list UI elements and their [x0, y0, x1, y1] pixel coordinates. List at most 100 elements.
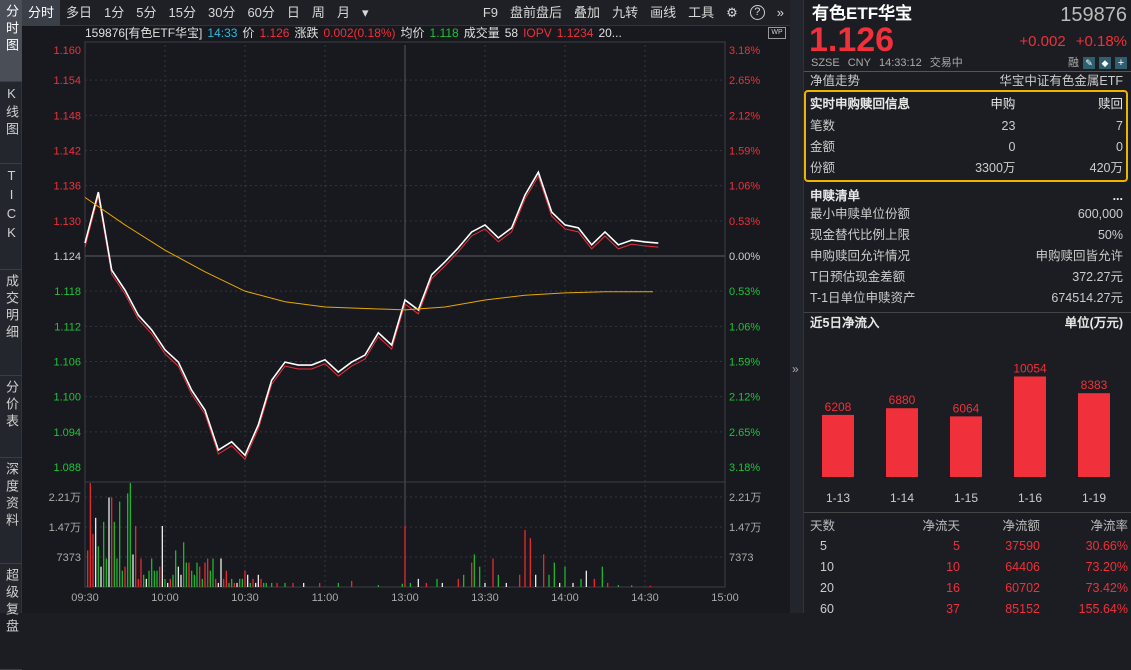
realtime-row: 份额 3300万 420万 [810, 161, 1123, 176]
vol-tick: 1.47万 [49, 522, 81, 534]
flow-row: 5 5 37590 30.66% [810, 535, 1128, 556]
price-value: 1.126 [259, 26, 290, 40]
flow-cell: 10 [820, 559, 834, 574]
chart-toolbar: 分时 多日 1分 5分 15分 30分 60分日周月 ▾ F9 盘前盘后 叠加 九转 画线 工具 ⚙ … [22, 0, 790, 26]
sidebar-tab-2[interactable]: TICK [0, 164, 22, 270]
status-line: SZSE CNY 14:33:12 交易中 [811, 57, 963, 69]
col-redeem: 赎回 [1097, 97, 1123, 111]
edit-icon[interactable]: ✎ [1083, 57, 1095, 69]
vol-tick-right: 1.47万 [729, 522, 761, 534]
period-tab-0[interactable]: 分时 [22, 0, 61, 26]
iopv-value: 1.1234 [556, 26, 594, 40]
tool-button-0[interactable]: F9 [482, 4, 499, 20]
period-tab-7[interactable]: 日 [286, 4, 300, 20]
volume-label: 成交量 [463, 26, 500, 40]
inflow-header: 近5日净流入 单位(万元) [810, 316, 1123, 331]
pct-tick: 3.18% [729, 45, 760, 57]
sidebar-tab-3[interactable]: 成交明细 [0, 270, 22, 376]
bell-icon[interactable]: ◆ [1099, 57, 1111, 69]
collapse-chevron-icon[interactable]: » [792, 362, 799, 376]
period-tab-4[interactable]: 15分 [168, 4, 196, 20]
price-tick: 1.094 [53, 427, 81, 439]
sidebar-tab-0[interactable]: 分时图 [0, 0, 22, 82]
tool-button-1[interactable]: 盘前盘后 [510, 4, 563, 20]
intraday-chart[interactable]: 1.160 3.18% 1.154 2.65% 1.148 2.12% 1.142 1.59%… [22, 26, 790, 613]
pct-tick: 1.59% [729, 146, 760, 158]
pct-tick: 0.53% [729, 286, 760, 298]
price-line [84, 170, 659, 457]
price-tick: 1.100 [53, 392, 81, 404]
inflow-bar-chart: 6208 1-13 6880 1-14 6064 1-15 10054 1-16 8383 1-1… [822, 361, 1110, 505]
tool-button-3[interactable]: 九转 [612, 4, 639, 20]
nav-label: 净值走势 [810, 74, 861, 88]
sidebar-tab-label: K线图 [4, 86, 19, 139]
tool-buttons: F9 盘前盘后 叠加 九转 画线 工具 [477, 0, 720, 26]
flow-cell: 155.64% [1078, 601, 1128, 616]
wp-icon[interactable]: WP [768, 27, 786, 39]
row-label: 金额 [810, 140, 836, 154]
divider [804, 71, 1131, 72]
sidebar-tab-1[interactable]: K线图 [0, 82, 22, 164]
redeem-value: 7 [1116, 119, 1123, 133]
nav-row[interactable]: 净值走势 华宝中证有色金属ETF [810, 74, 1123, 89]
flow-cell: 5 [953, 538, 960, 553]
pct-tick: 1.06% [729, 321, 760, 333]
subscribe-value: 23 [1001, 119, 1016, 133]
realtime-title: 实时申购赎回信息 [810, 97, 911, 111]
inflow-value: 6064 [953, 401, 980, 415]
row-label: 笔数 [810, 119, 836, 133]
flow-cell: 60 [820, 601, 834, 616]
time-label: 14:30 [631, 592, 659, 604]
change-percent: +0.18% [1075, 33, 1127, 50]
expand-icon[interactable]: » [776, 4, 784, 20]
pct-tick: 0.53% [729, 216, 760, 228]
pct-tick: 2.65% [729, 427, 760, 439]
flow-cell: 64406 [1005, 559, 1040, 574]
change-value: 0.002(0.18%) [323, 26, 396, 40]
price-tick: 1.088 [53, 462, 81, 474]
period-tab-6[interactable]: 60分 [247, 4, 275, 20]
tool-button-5[interactable]: 工具 [688, 4, 715, 20]
sidebar-tab-6[interactable]: 超级复盘 [0, 564, 22, 670]
inflow-date: 1-13 [826, 491, 850, 505]
flow-row: 60 37 85152 155.64% [810, 598, 1128, 619]
realtime-creation-redemption-box [804, 90, 1128, 182]
period-tab-5[interactable]: 30分 [207, 4, 236, 20]
add-icon[interactable]: + [1115, 57, 1127, 69]
list-more-button[interactable]: ... [1112, 189, 1123, 203]
list-value: 50% [1097, 228, 1123, 242]
change-amount: +0.002 [1019, 33, 1066, 50]
last-price: 1.126 [809, 21, 895, 59]
price-tick: 1.106 [53, 357, 81, 369]
tool-button-4[interactable]: 画线 [650, 4, 677, 20]
price-tick: 1.160 [53, 45, 81, 57]
gear-icon[interactable]: ⚙ [726, 4, 738, 20]
period-tab-8[interactable]: 周 [311, 4, 325, 20]
flow-row: 20 16 60702 73.42% [810, 577, 1128, 598]
help-icon[interactable]: ? [744, 0, 771, 26]
list-value: 申购赎回皆允许 [1035, 249, 1123, 263]
period-tab-1[interactable]: 多日 [66, 4, 93, 20]
period-more-dropdown[interactable]: ▾ [361, 4, 369, 20]
flow-cell: 30.66% [1085, 538, 1128, 553]
inflow-unit: 单位(万元) [1064, 316, 1123, 330]
avg-price-line [84, 196, 653, 311]
trading-status: 交易中 [929, 57, 963, 69]
list-label: T日预估现金差额 [810, 270, 906, 284]
period-tab-2[interactable]: 1分 [104, 4, 125, 20]
sidebar-tab-label: 分价表 [4, 380, 19, 431]
inflow-value: 6880 [889, 393, 916, 407]
tool-button-2[interactable]: 叠加 [574, 4, 601, 20]
sidebar-tab-5[interactable]: 深度资料 [0, 458, 22, 564]
flow-cell: 60702 [1005, 580, 1040, 595]
panel-collapse-strip[interactable]: » [790, 0, 803, 613]
inflow-value: 8383 [1081, 378, 1108, 392]
time-label: 11:00 [312, 592, 339, 604]
pct-tick: 3.18% [729, 462, 760, 474]
sidebar-tab-4[interactable]: 分价表 [0, 376, 22, 458]
time-label: 09:30 [71, 592, 99, 604]
list-label: 申购赎回允许情况 [810, 249, 911, 263]
time-label: 13:30 [471, 592, 499, 604]
period-tab-3[interactable]: 5分 [136, 4, 157, 20]
period-tab-9[interactable]: 月 [336, 4, 350, 20]
